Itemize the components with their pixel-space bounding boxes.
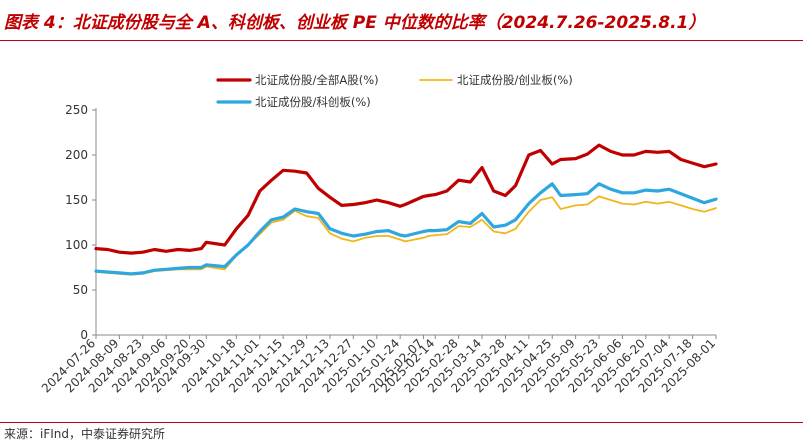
series-line-2 (95, 195, 717, 276)
footer-divider (0, 422, 803, 423)
legend-label-3: 北证成份股/科创板(%) (255, 95, 371, 109)
legend-label-1: 北证成份股/全部A股(%) (255, 73, 379, 87)
y-tick-label: 100 (65, 238, 88, 252)
series-line-3 (94, 182, 718, 276)
title-divider (0, 40, 803, 41)
y-tick-label: 250 (65, 103, 88, 117)
y-tick-label: 50 (73, 283, 88, 297)
y-tick-label: 150 (65, 193, 88, 207)
chart-series (94, 143, 718, 276)
chart-legend: 北证成份股/全部A股(%) 北证成份股/创业板(%) 北证成份股/科创板(%) (216, 73, 573, 109)
series-line-1 (94, 143, 718, 255)
source-note: 来源：iFInd，中泰证券研究所 (4, 427, 165, 441)
chart-axes: 0501001502002502024-07-262024-08-092024-… (39, 103, 718, 395)
legend-label-2: 北证成份股/创业板(%) (457, 73, 573, 87)
chart-title: 图表 4：北证成份股与全 A、科创板、创业板 PE 中位数的比率（2024.7.… (4, 13, 706, 33)
y-tick-label: 200 (65, 148, 88, 162)
y-tick-label: 0 (80, 328, 88, 342)
